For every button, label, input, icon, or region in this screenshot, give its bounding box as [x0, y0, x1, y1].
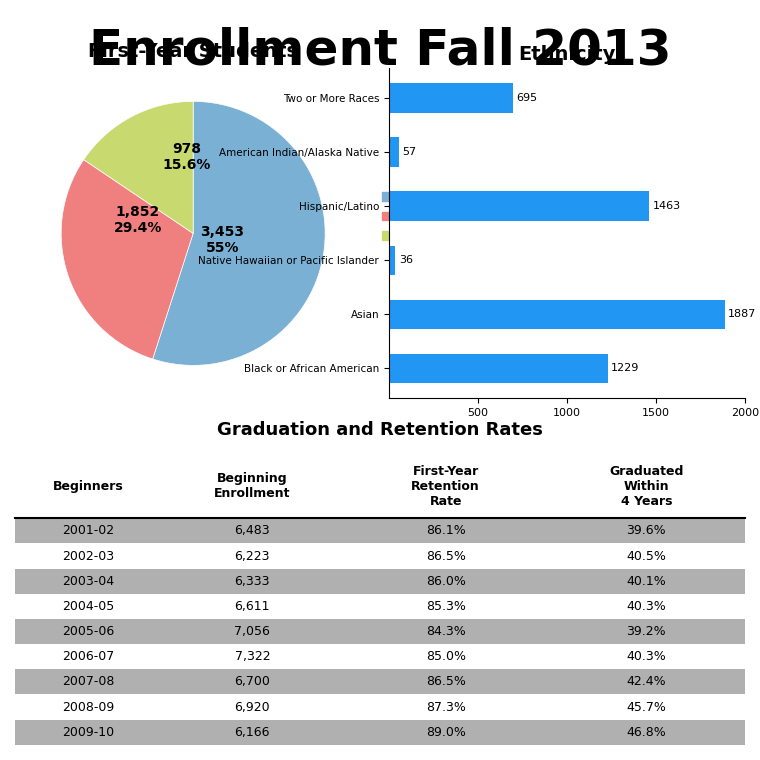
Text: 6,333: 6,333	[235, 575, 270, 587]
Text: 85.3%: 85.3%	[426, 600, 466, 613]
Text: 6,166: 6,166	[235, 726, 270, 739]
Text: 1887: 1887	[728, 309, 757, 319]
Text: 42.4%: 42.4%	[626, 676, 666, 689]
Text: 7,322: 7,322	[235, 651, 270, 663]
Text: 39.2%: 39.2%	[626, 625, 666, 638]
Text: Total Students: 6,283: Total Students: 6,283	[245, 629, 392, 643]
FancyBboxPatch shape	[15, 619, 745, 644]
Text: 2008-09: 2008-09	[62, 701, 114, 714]
FancyBboxPatch shape	[15, 720, 745, 745]
Text: 1463: 1463	[653, 201, 681, 211]
Text: 6,611: 6,611	[235, 600, 270, 613]
Text: Enrollment Fall 2013: Enrollment Fall 2013	[89, 27, 671, 74]
Text: 86.1%: 86.1%	[426, 524, 466, 537]
Text: 7,056: 7,056	[234, 625, 271, 638]
Bar	[389, 138, 399, 167]
Text: 6,223: 6,223	[235, 549, 270, 562]
Text: 39.6%: 39.6%	[626, 524, 666, 537]
Text: Graduation and Retention Rates: Graduation and Retention Rates	[217, 422, 543, 439]
Text: 2001-02: 2001-02	[62, 524, 114, 537]
Bar	[389, 192, 649, 221]
FancyBboxPatch shape	[15, 518, 745, 543]
Text: 45.7%: 45.7%	[626, 701, 667, 714]
Text: 85.0%: 85.0%	[426, 651, 466, 663]
Text: 2006-07: 2006-07	[62, 651, 114, 663]
Legend: Indiana Residents, Out-of-state, International: Indiana Residents, Out-of-state, Interna…	[377, 186, 534, 248]
Bar	[389, 299, 725, 329]
Title: First-Year Students: First-Year Students	[88, 43, 298, 62]
FancyBboxPatch shape	[15, 670, 745, 695]
Wedge shape	[84, 101, 193, 233]
Text: 86.5%: 86.5%	[426, 676, 466, 689]
FancyBboxPatch shape	[15, 695, 745, 720]
FancyBboxPatch shape	[15, 543, 745, 568]
Text: Graduated
Within
4 Years: Graduated Within 4 Years	[609, 465, 683, 508]
Text: 695: 695	[516, 93, 537, 103]
Text: 40.1%: 40.1%	[626, 575, 667, 587]
Text: 6,483: 6,483	[235, 524, 270, 537]
Text: 86.0%: 86.0%	[426, 575, 466, 587]
Text: 978
15.6%: 978 15.6%	[163, 141, 211, 172]
Bar	[389, 353, 607, 383]
Text: 2002-03: 2002-03	[62, 549, 114, 562]
Text: Beginning
Enrollment: Beginning Enrollment	[214, 473, 290, 500]
Text: 86.5%: 86.5%	[426, 549, 466, 562]
Text: 1229: 1229	[611, 363, 639, 373]
Text: 6,700: 6,700	[234, 676, 271, 689]
FancyBboxPatch shape	[15, 568, 745, 594]
Text: First-Year
Retention
Rate: First-Year Retention Rate	[411, 465, 480, 508]
Text: 40.3%: 40.3%	[626, 651, 667, 663]
Text: 89.0%: 89.0%	[426, 726, 466, 739]
Text: 2005-06: 2005-06	[62, 625, 114, 638]
Text: 87.3%: 87.3%	[426, 701, 466, 714]
Title: Ethnicity: Ethnicity	[518, 45, 616, 64]
Text: 2003-04: 2003-04	[62, 575, 114, 587]
FancyBboxPatch shape	[15, 644, 745, 670]
Text: 40.3%: 40.3%	[626, 600, 667, 613]
Text: 2004-05: 2004-05	[62, 600, 114, 613]
Text: 40.5%: 40.5%	[626, 549, 667, 562]
Text: 2009-10: 2009-10	[62, 726, 114, 739]
Text: 46.8%: 46.8%	[626, 726, 667, 739]
Text: 3,453
55%: 3,453 55%	[200, 225, 244, 255]
Text: 2007-08: 2007-08	[62, 676, 114, 689]
Wedge shape	[61, 160, 193, 359]
Text: 1,852
29.4%: 1,852 29.4%	[113, 205, 162, 236]
Text: 36: 36	[399, 255, 413, 265]
Text: 57: 57	[403, 147, 416, 157]
Text: 6,920: 6,920	[235, 701, 270, 714]
Bar	[389, 245, 395, 275]
Bar	[389, 84, 512, 113]
Text: 84.3%: 84.3%	[426, 625, 466, 638]
Text: Beginners: Beginners	[52, 480, 124, 493]
FancyBboxPatch shape	[15, 594, 745, 619]
Wedge shape	[153, 101, 325, 366]
